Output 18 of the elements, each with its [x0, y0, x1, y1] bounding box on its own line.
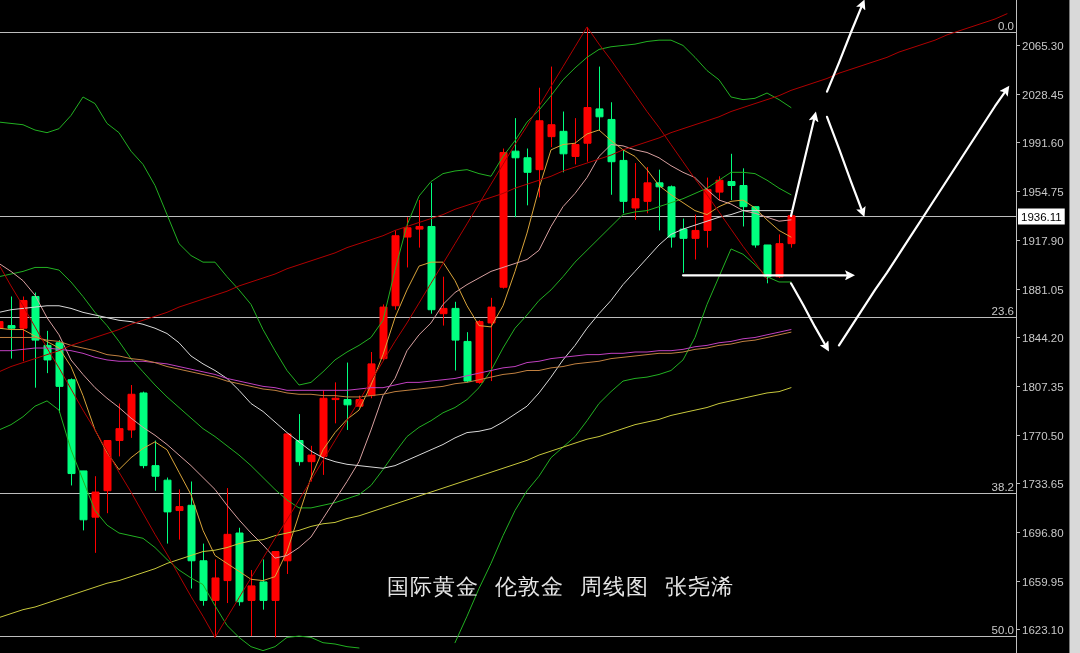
y-tick-label: 1770.50: [1022, 429, 1064, 442]
y-tick-label: 1733.65: [1022, 477, 1064, 490]
y-tick-label: 2028.45: [1022, 88, 1064, 101]
y-tick-label: 1659.95: [1022, 575, 1064, 588]
y-tick-label: 1696.80: [1022, 526, 1064, 539]
title: 国际黄金 伦敦金 周线图 张尧浠: [387, 574, 734, 599]
y-tick-label: 1881.05: [1022, 283, 1064, 296]
y2-tick-label: 38.2: [991, 481, 1014, 493]
y2-tick-label: 50.0: [991, 624, 1014, 636]
y-tick-label: 1954.75: [1022, 185, 1064, 198]
y-tick-label: 2065.30: [1022, 39, 1064, 52]
y2-tick-label: 23.6: [991, 305, 1014, 317]
y-tick-label: 1807.35: [1022, 380, 1064, 393]
y-tick-label: 1623.10: [1022, 623, 1064, 636]
y-tick-label: 1991.60: [1022, 136, 1064, 149]
y-tick-label: 1844.20: [1022, 331, 1064, 344]
y2-tick-label: 0.0: [998, 20, 1014, 32]
y-tick-label: 1917.90: [1022, 234, 1064, 247]
